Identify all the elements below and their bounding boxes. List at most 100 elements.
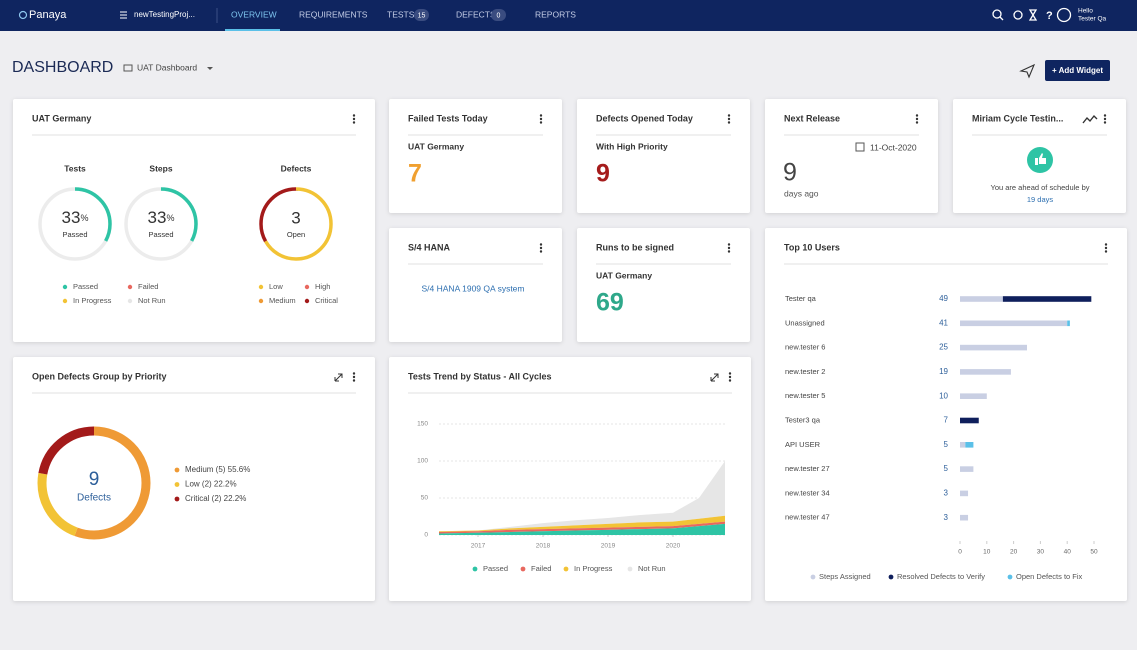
nav-tab[interactable]: DEFECTS (456, 9, 496, 19)
widget-expand-icon[interactable] (334, 373, 343, 382)
help-icon[interactable]: ? (1046, 10, 1053, 22)
widget-menu-dot[interactable] (728, 375, 732, 379)
bar-segment (960, 393, 987, 399)
project-name[interactable]: newTestingProj... (134, 10, 195, 19)
widget-menu-dot[interactable] (1104, 243, 1108, 246)
settings-icon[interactable] (1013, 10, 1023, 20)
ring-segment (259, 187, 333, 261)
defects-total: 9 (89, 469, 100, 490)
widget-menu-dot[interactable] (352, 117, 356, 121)
add-widget-label[interactable]: + Add Widget (1052, 66, 1103, 75)
legend-swatch (627, 566, 633, 572)
user-total: 10 (939, 391, 948, 400)
x-tick-label: 2017 (471, 543, 486, 550)
user-name: API USER (785, 440, 821, 449)
gauge-status: Passed (148, 230, 173, 239)
nav-badge-count: 0 (497, 12, 501, 19)
user-name: new.tester 47 (785, 513, 830, 522)
legend-label: In Progress (574, 564, 613, 573)
timer-icon[interactable] (1028, 9, 1038, 21)
add-widget-button[interactable] (1045, 60, 1110, 81)
widget-menu-dot[interactable] (728, 372, 732, 375)
user-name: Tester qa (785, 294, 817, 303)
gauge-status: Open (287, 230, 305, 239)
user-total: 5 (944, 464, 949, 473)
widget-menu-dot[interactable] (1104, 250, 1108, 253)
user-total: 25 (939, 343, 948, 352)
widget-menu-dot[interactable] (915, 114, 919, 117)
gauge-label: Steps (149, 163, 172, 173)
gauge-value: 33% (148, 208, 175, 227)
active-tab-indicator (225, 29, 280, 31)
widget-menu-dot[interactable] (727, 117, 731, 121)
share-icon[interactable] (1019, 63, 1036, 79)
legend-swatch (472, 566, 478, 572)
widget-menu-dot[interactable] (539, 246, 543, 250)
legend-swatch (62, 284, 68, 290)
widget-menu-dot[interactable] (915, 121, 919, 124)
widget-menu-dot[interactable] (352, 372, 356, 375)
user-name: new.tester 5 (785, 391, 825, 400)
user-name: Tester3 qa (785, 415, 821, 424)
legend-swatch (810, 574, 816, 580)
nav-tab[interactable]: TESTS (387, 9, 415, 19)
area-series (439, 521, 725, 534)
nav-tab[interactable]: REQUIREMENTS (299, 9, 368, 19)
trend-icon (1082, 114, 1098, 124)
user-name: new.tester 6 (785, 343, 825, 352)
ring-segment (37, 426, 151, 540)
legend-swatch (174, 482, 180, 487)
widget-expand-icon[interactable] (710, 373, 719, 382)
legend-label: Resolved Defects to Verify (897, 572, 985, 581)
stat-value: 7 (408, 160, 422, 188)
user-total: 49 (939, 294, 948, 303)
widget-menu-dot[interactable] (539, 121, 543, 124)
ring-segment (38, 187, 112, 261)
widget-menu-dot[interactable] (539, 243, 543, 246)
project-menu-icon[interactable] (120, 11, 127, 19)
widget-title: Tests Trend by Status - All Cycles (408, 371, 552, 381)
area-series (439, 515, 725, 533)
bar-segment (960, 490, 969, 497)
widget-menu-dot[interactable] (728, 379, 732, 382)
search-icon[interactable] (992, 9, 1002, 19)
widget-menu-dot[interactable] (1104, 246, 1108, 250)
widget-menu-dot[interactable] (352, 121, 356, 124)
release-days: 9 (783, 159, 797, 187)
widget-menu-dot[interactable] (727, 243, 731, 246)
nav-tab[interactable]: OVERVIEW (231, 9, 277, 19)
cycle-link[interactable]: S/4 HANA 1909 QA system (422, 283, 525, 293)
widget-card (13, 357, 375, 601)
widget-menu-dot[interactable] (1103, 114, 1107, 117)
dashboard-selector[interactable]: UAT Dashboard (137, 62, 197, 72)
defects-caption: Defects (77, 493, 111, 504)
cycle-message: You are ahead of schedule by (991, 183, 1090, 192)
widget-menu-dot[interactable] (915, 117, 919, 121)
legend-swatch (563, 566, 569, 572)
widget-menu-dot[interactable] (352, 375, 356, 379)
ring-segment (124, 187, 198, 261)
gauge-value-unit: % (166, 213, 174, 223)
widget-menu-dot[interactable] (727, 114, 731, 117)
widget-menu-dot[interactable] (1103, 117, 1107, 121)
legend-label: Not Run (138, 296, 166, 305)
nav-tab[interactable]: REPORTS (535, 9, 576, 19)
legend-swatch (62, 298, 68, 304)
widget-menu-dot[interactable] (727, 246, 731, 250)
widget-title: Next Release (784, 113, 840, 123)
nav-badge (414, 9, 429, 21)
widget-menu-dot[interactable] (727, 250, 731, 253)
dashboard-caret[interactable] (207, 67, 213, 70)
widget-menu-dot[interactable] (539, 117, 543, 121)
widget-menu-dot[interactable] (539, 250, 543, 253)
widget-menu-dot[interactable] (1103, 121, 1107, 124)
nav-icons (992, 7, 1072, 23)
user-avatar[interactable] (1056, 7, 1072, 23)
user-total: 3 (944, 489, 949, 498)
widget-menu-dot[interactable] (352, 114, 356, 117)
legend-label: Passed (483, 564, 508, 573)
bar-segment (960, 466, 974, 472)
widget-menu-dot[interactable] (539, 114, 543, 117)
widget-menu-dot[interactable] (727, 121, 731, 124)
widget-menu-dot[interactable] (352, 379, 356, 382)
